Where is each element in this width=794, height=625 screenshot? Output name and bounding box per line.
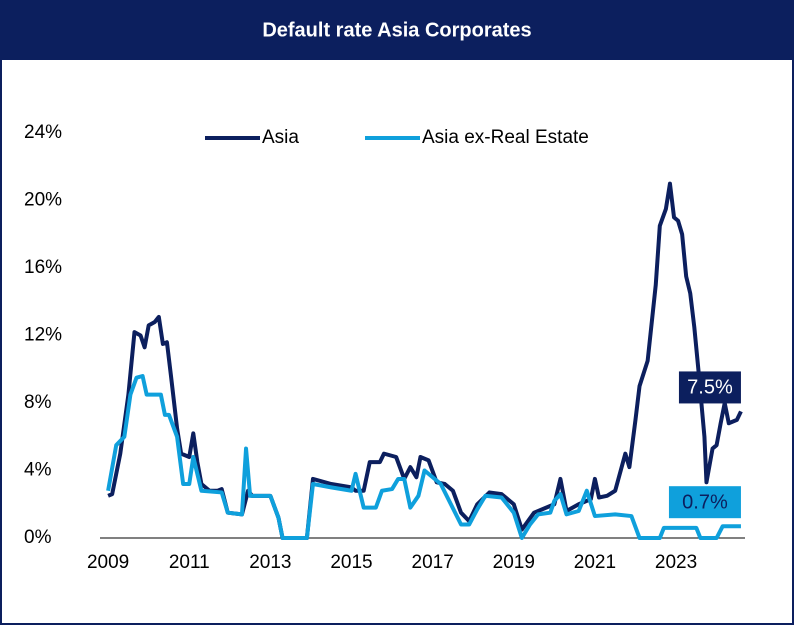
end-label-box [668, 486, 741, 519]
y-tick-label: 16% [24, 257, 62, 278]
y-tick-label: 12% [24, 325, 62, 346]
y-tick-label: 24% [24, 122, 62, 143]
x-tick-label: 2021 [574, 552, 616, 573]
x-tick-label: 2015 [330, 552, 372, 573]
y-tick-label: 8% [24, 392, 52, 413]
y-tick-label: 0% [24, 527, 52, 548]
y-tick-label: 20% [24, 190, 62, 211]
legend-label: Asia [262, 127, 299, 148]
chart-title: Default rate Asia Corporates [262, 19, 531, 41]
end-label: 0.7% [682, 491, 728, 513]
end-label: 7.5% [687, 377, 733, 399]
x-tick-label: 2023 [655, 552, 697, 573]
series-line [106, 374, 741, 540]
y-tick-label: 4% [24, 460, 52, 481]
title-bar [0, 0, 794, 60]
legend-label: Asia ex-Real Estate [422, 127, 589, 148]
x-tick-label: 2009 [87, 552, 129, 573]
x-tick-label: 2011 [169, 552, 210, 573]
end-label-box [678, 371, 741, 404]
x-tick-label: 2019 [493, 552, 535, 573]
x-tick-label: 2017 [412, 552, 454, 573]
x-tick-label: 2013 [249, 552, 291, 573]
